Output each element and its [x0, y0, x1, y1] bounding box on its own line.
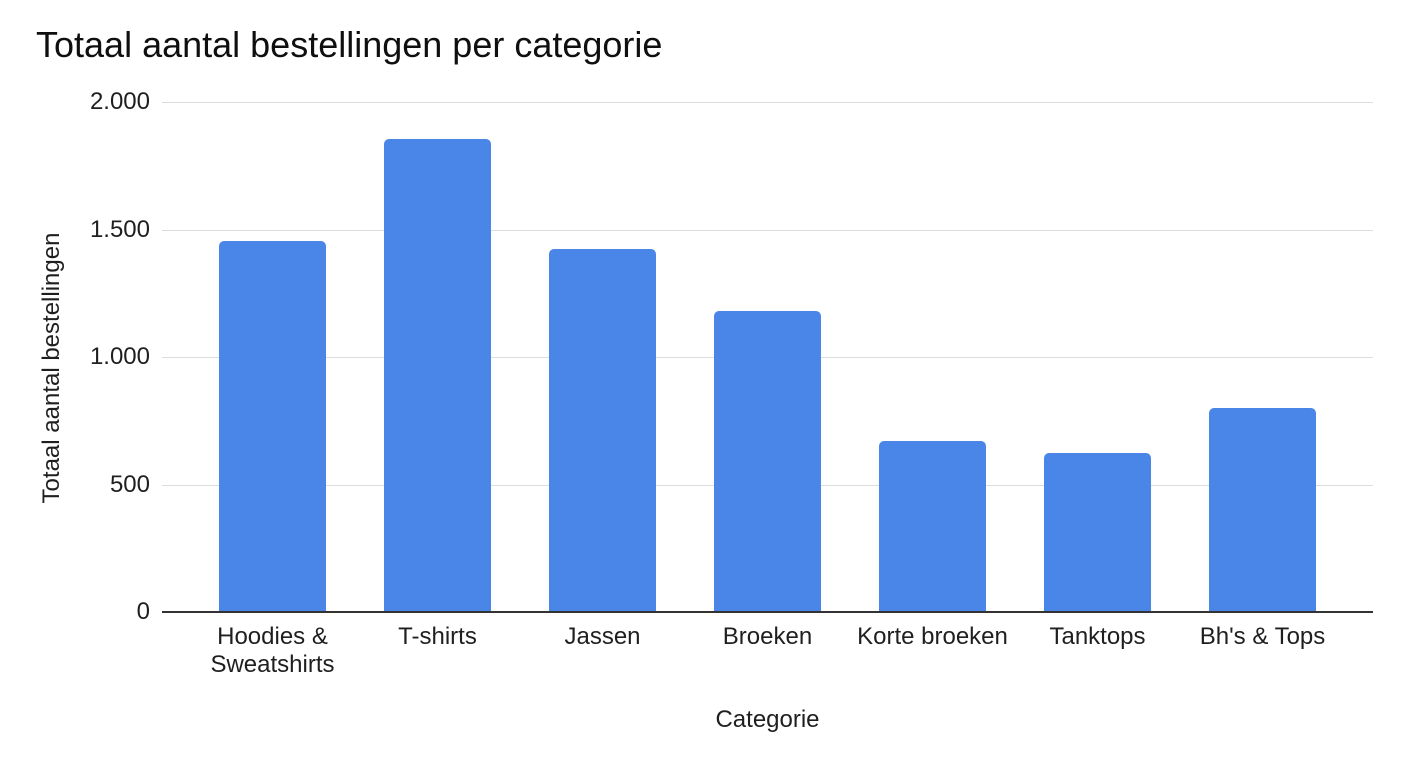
y-tick-label: 2.000 [89, 88, 150, 115]
gridline-2000 [162, 102, 1373, 103]
x-axis-category-labels: Hoodies & Sweatshirts T-shirts Jassen Broek… [190, 623, 1345, 679]
y-tick-label: 1.500 [89, 215, 150, 243]
x-label-tanktops: Tanktops [1049, 623, 1146, 650]
y-axis-tick-labels: 2.000 1.500 1.000 500 0 [0, 90, 150, 624]
x-axis-line [162, 611, 1373, 613]
bar-t-shirts [384, 138, 491, 612]
bar-bh-s-tops [1209, 408, 1316, 612]
bar-series [190, 102, 1345, 612]
bar-slot-hoodies-sweatshirts [190, 102, 355, 612]
bar-slot-jassen [520, 102, 685, 612]
bar-tanktops [1044, 452, 1151, 612]
bar-jassen [549, 248, 656, 612]
x-label-hoodies-sweatshirts: Hoodies & Sweatshirts [210, 623, 335, 678]
x-axis-title: Categorie [715, 706, 820, 733]
y-tick-label: 1.000 [89, 343, 150, 370]
gridline-1500 [162, 229, 1373, 231]
chart-title: Totaal aantal bestellingen per categorie [36, 24, 663, 65]
bar-slot-bh-s-tops [1180, 102, 1345, 612]
bar-slot-korte-broeken [850, 102, 1015, 612]
bar-slot-tanktops [1015, 102, 1180, 612]
y-tick-label: 0 [136, 598, 150, 625]
x-label-bh-s-tops: Bh's & Tops [1199, 623, 1326, 650]
plot-area [162, 102, 1373, 613]
bar-korte-broeken [879, 441, 986, 612]
x-label-t-shirts: T-shirts [398, 623, 477, 650]
bar-broeken [714, 311, 821, 612]
bar-slot-broeken [685, 102, 850, 612]
bar-slot-t-shirts [355, 102, 520, 612]
x-label-broeken: Broeken [722, 623, 813, 650]
bar-hoodies-sweatshirts [219, 240, 326, 612]
x-label-jassen: Jassen [564, 623, 641, 650]
x-label-korte-broeken: Korte broeken [857, 623, 1008, 650]
y-tick-label: 500 [109, 470, 150, 498]
